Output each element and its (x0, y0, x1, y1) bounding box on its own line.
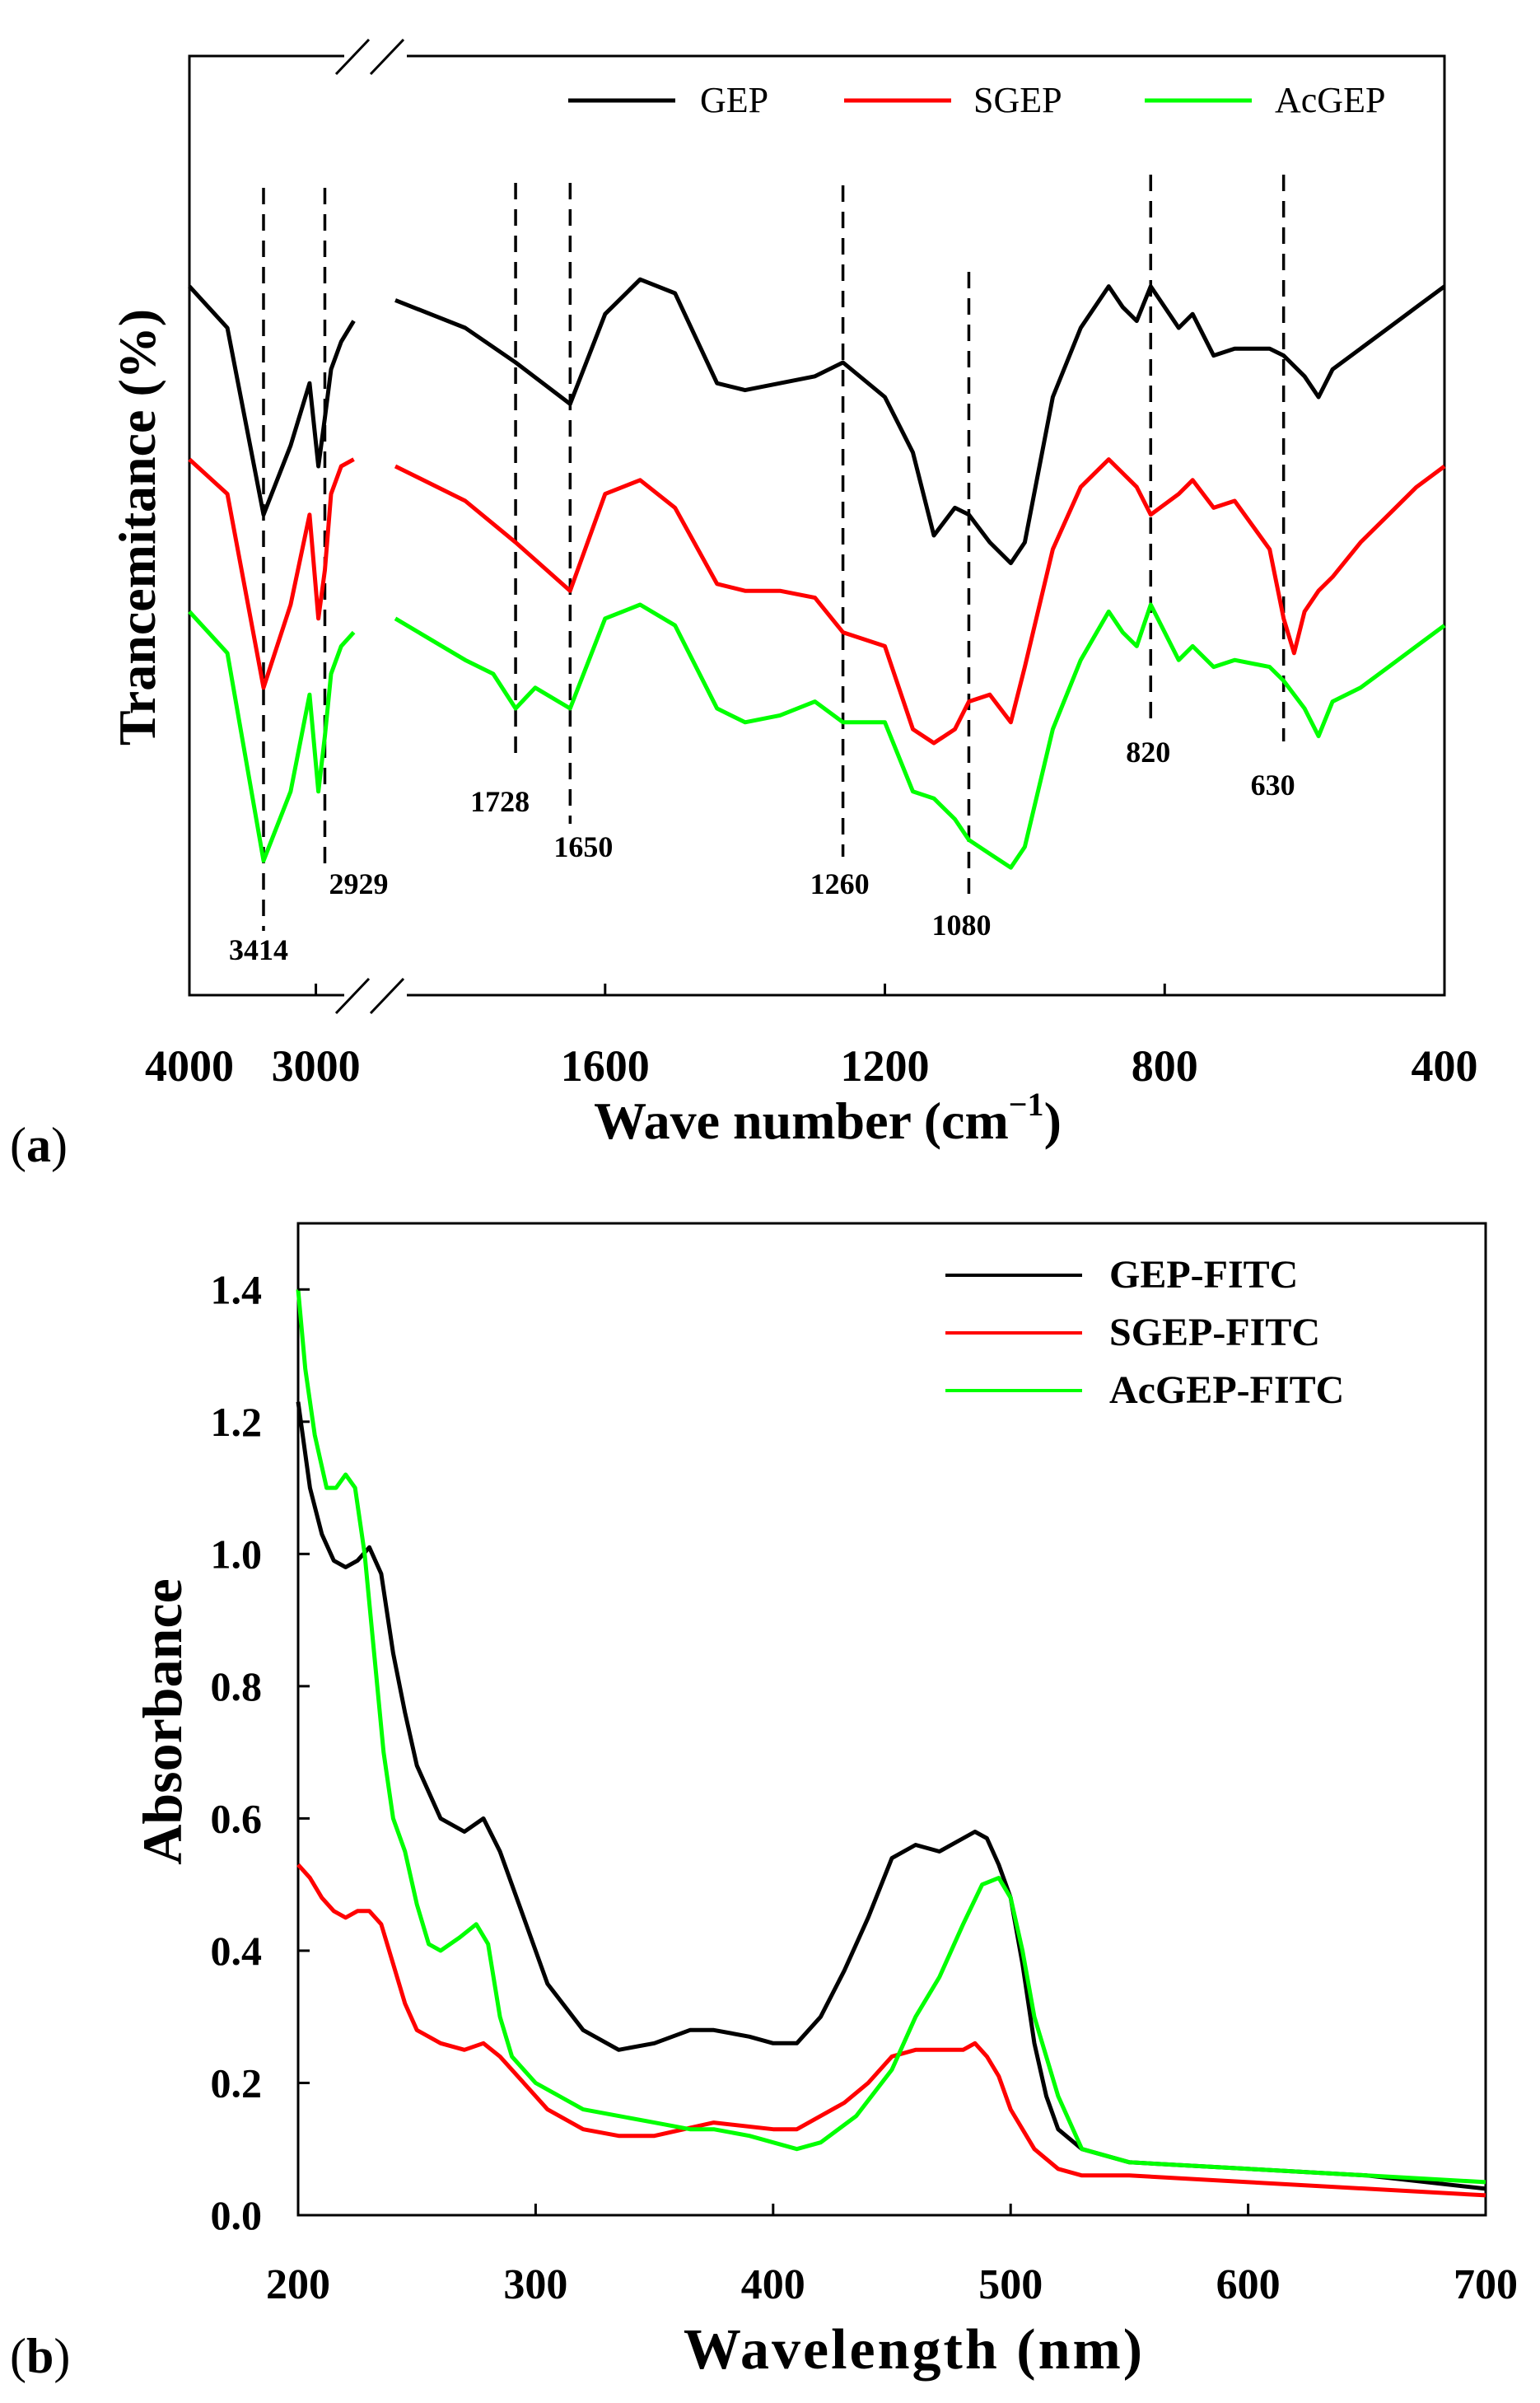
uv-legend: GEP-FITC SGEP-FITC AcGEP-FITC (945, 1253, 1344, 1412)
uv-y-tick-label-1: 0.2 (211, 2059, 263, 2106)
ftir-x-axis-title: Wave number (cm−1) (594, 1086, 1062, 1150)
uv-x-tick-label-500: 500 (978, 2261, 1043, 2308)
legend-label-sgep-fitc: SGEP-FITC (1109, 1311, 1320, 1354)
uv-y-tick-label-5: 1.0 (211, 1531, 263, 1577)
legend-label-acgep-fitc: AcGEP-FITC (1109, 1368, 1344, 1412)
ftir-x-tick-label-400: 400 (1412, 1041, 1478, 1091)
peak-label-1080: 1080 (931, 909, 991, 942)
panel-label-b: (b) (10, 2329, 70, 2383)
ftir-legend: GEP SGEP AcGEP (568, 80, 1385, 120)
uv-x-axis-title: Wavelength (nm) (684, 2318, 1145, 2382)
ftir-y-axis-title: Trancemitance (%) (108, 309, 166, 746)
ftir-series-gep (188, 277, 1446, 566)
uv-x-tick-label-400: 400 (741, 2261, 805, 2308)
ftir-x-tick-label-4000: 4000 (145, 1041, 234, 1091)
uv-x-tick-label-700: 700 (1454, 2261, 1518, 2308)
uv-series-sgep-fitc (296, 1863, 1486, 2198)
peak-label-1260: 1260 (810, 867, 870, 900)
uv-y-tick-label-6: 1.2 (211, 1399, 263, 1445)
peak-label-2929: 2929 (329, 867, 388, 900)
legend-label-acgep: AcGEP (1275, 80, 1385, 120)
legend-label-sgep: SGEP (973, 80, 1062, 120)
peak-label-630: 630 (1251, 769, 1295, 802)
uv-x-tick-label-300: 300 (503, 2261, 567, 2308)
axis-break-bottom (334, 977, 407, 1015)
legend-label-gep-fitc: GEP-FITC (1109, 1253, 1298, 1297)
peak-marker-lines (262, 175, 1286, 931)
ftir-x-tick-label-1200: 1200 (841, 1041, 930, 1091)
axis-break-top (334, 38, 407, 76)
ftir-x-tick-label-1600: 1600 (561, 1041, 650, 1091)
uv-y-tick-label-7: 1.4 (211, 1266, 263, 1312)
peak-labels: 3414 2929 1728 1650 1260 1080 820 630 (229, 736, 1295, 966)
peak-label-1650: 1650 (553, 830, 613, 863)
peak-label-3414: 3414 (229, 933, 288, 966)
ftir-x-tick-label-800: 800 (1132, 1041, 1198, 1091)
panel-label-a: (a) (10, 1118, 68, 1172)
ftir-series-acgep (188, 602, 1446, 870)
ftir-x-title-sup: −1 (1009, 1086, 1044, 1123)
uv-y-axis-title: Absorbance (131, 1578, 194, 1865)
uv-series (296, 1289, 1486, 2198)
ftir-series (188, 277, 1446, 870)
uv-x-ticks: 200 300 400 500 600 700 (266, 2204, 1518, 2308)
ftir-series-sgep (188, 457, 1446, 746)
uv-plot-frame (296, 1222, 1487, 2217)
ftir-x-title-close: ) (1044, 1092, 1062, 1150)
uv-y-tick-label-2: 0.4 (211, 1928, 263, 1974)
ftir-x-ticks: 4000 3000 1600 1200 800 400 (145, 984, 1478, 1091)
legend-label-gep: GEP (700, 80, 768, 120)
uv-y-tick-label-0: 0.0 (211, 2192, 263, 2238)
ftir-plot-frame (188, 54, 1446, 997)
uv-y-tick-label-4: 0.8 (211, 1663, 263, 1709)
uv-series-gep-fitc (296, 1401, 1486, 2191)
peak-label-1728: 1728 (470, 785, 530, 818)
uv-series-acgep-fitc (296, 1289, 1486, 2185)
ftir-x-title-main: Wave number (cm (594, 1092, 1009, 1150)
uv-y-tick-label-3: 0.6 (211, 1795, 263, 1841)
ftir-chart: 4000 3000 1600 1200 800 400 3414 2929 1728 1650 1… (10, 38, 1478, 1172)
uv-x-tick-label-200: 200 (266, 2261, 330, 2308)
peak-label-820: 820 (1126, 736, 1170, 769)
uv-chart: 200 300 400 500 600 700 0.0 0.2 0.4 0.6 0.8 1.0 1.2… (10, 1222, 1518, 2383)
uv-x-tick-label-600: 600 (1216, 2261, 1281, 2308)
uv-y-ticks: 0.0 0.2 0.4 0.6 0.8 1.0 1.2 1.4 (211, 1266, 310, 2238)
ftir-x-tick-label-3000: 3000 (272, 1041, 361, 1091)
